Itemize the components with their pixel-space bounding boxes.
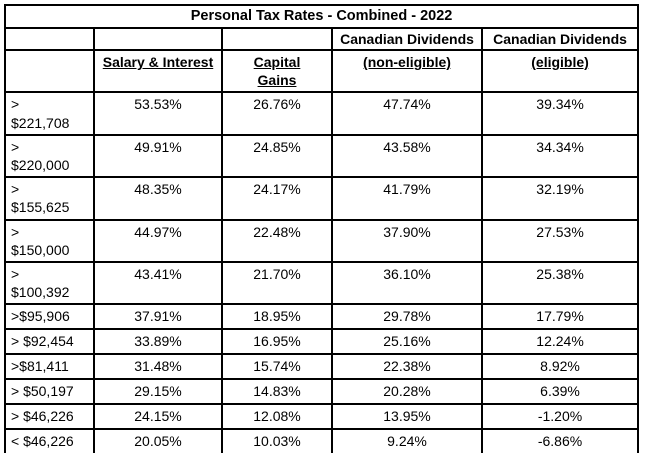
capital-gains-rate: 24.17%: [221, 176, 333, 221]
salary-interest-rate: 29.15%: [93, 378, 223, 406]
dividends-non-eligible-rate: 37.90%: [331, 218, 483, 263]
table-row: > $220,000 49.91% 24.85% 43.58% 34.34%: [4, 133, 640, 179]
table-row: >$81,411 31.48% 15.74% 22.38% 8.92%: [4, 353, 640, 381]
income-bracket: > $221,708: [4, 91, 95, 136]
salary-interest-rate: 37.91%: [93, 303, 223, 331]
table-row: > $50,197 29.15% 14.83% 20.28% 6.39%: [4, 378, 640, 406]
dividends-eligible-rate: 27.53%: [480, 218, 640, 263]
col-group-canadian-dividends-non-eligible: Canadian Dividends: [331, 26, 483, 52]
col-group-canadian-dividends-eligible: Canadian Dividends: [480, 26, 640, 52]
income-bracket: > $155,625: [4, 176, 95, 221]
salary-interest-rate: 44.97%: [93, 218, 223, 263]
dividends-non-eligible-rate: 41.79%: [331, 176, 483, 221]
salary-interest-rate: 53.53%: [93, 91, 223, 136]
income-bracket: > $220,000: [4, 133, 95, 179]
table-row: > $221,708 53.53% 26.76% 47.74% 39.34%: [4, 91, 640, 136]
income-bracket: > $150,000: [4, 218, 95, 263]
empty-cell: [221, 26, 333, 52]
dividends-eligible-rate: 17.79%: [480, 303, 640, 331]
dividends-eligible-rate: 12.24%: [480, 328, 640, 356]
personal-tax-rates-table: Personal Tax Rates - Combined - 2022 Can…: [3, 4, 640, 453]
col-header-non-eligible: (non-eligible): [331, 49, 483, 94]
income-bracket: > $92,454: [4, 328, 95, 356]
dividends-non-eligible-rate: 29.78%: [331, 303, 483, 331]
table-row: > $92,454 33.89% 16.95% 25.16% 12.24%: [4, 328, 640, 356]
dividends-eligible-rate: 32.19%: [480, 176, 640, 221]
dividends-eligible-rate: 6.39%: [480, 378, 640, 406]
dividends-eligible-rate: 25.38%: [480, 260, 640, 306]
dividends-eligible-rate: -1.20%: [480, 403, 640, 431]
salary-interest-rate: 20.05%: [93, 428, 223, 453]
dividends-non-eligible-rate: 36.10%: [331, 260, 483, 306]
title-row: Personal Tax Rates - Combined - 2022: [3, 4, 640, 29]
table-row: >$95,906 37.91% 18.95% 29.78% 17.79%: [4, 303, 640, 331]
capital-gains-rate: 16.95%: [221, 328, 333, 356]
dividends-eligible-rate: 34.34%: [480, 133, 640, 179]
capital-gains-rate: 22.48%: [221, 218, 333, 263]
table-row: > $155,625 48.35% 24.17% 41.79% 32.19%: [4, 176, 640, 221]
table-title: Personal Tax Rates - Combined - 2022: [3, 4, 640, 29]
capital-gains-rate: 14.83%: [221, 378, 333, 406]
income-bracket: > $46,226: [4, 403, 95, 431]
table-row: > $100,392 43.41% 21.70% 36.10% 25.38%: [4, 260, 640, 306]
dividends-eligible-rate: 39.34%: [480, 91, 640, 136]
header-row-group: Canadian Dividends Canadian Dividends: [4, 26, 640, 52]
empty-cell: [93, 26, 223, 52]
salary-interest-rate: 43.41%: [93, 260, 223, 306]
dividends-non-eligible-rate: 43.58%: [331, 133, 483, 179]
capital-gains-rate: 26.76%: [221, 91, 333, 136]
dividends-non-eligible-rate: 20.28%: [331, 378, 483, 406]
income-bracket: >$81,411: [4, 353, 95, 381]
table-row: < $46,226 20.05% 10.03% 9.24% -6.86%: [4, 428, 640, 453]
salary-interest-rate: 31.48%: [93, 353, 223, 381]
salary-interest-rate: 49.91%: [93, 133, 223, 179]
col-header-salary-interest: Salary & Interest: [93, 49, 223, 94]
empty-cell: [4, 49, 95, 94]
capital-gains-rate: 10.03%: [221, 428, 333, 453]
col-header-capital-gains: Capital Gains: [221, 49, 333, 94]
dividends-non-eligible-rate: 25.16%: [331, 328, 483, 356]
capital-gains-rate: 12.08%: [221, 403, 333, 431]
empty-cell: [4, 26, 95, 52]
salary-interest-rate: 33.89%: [93, 328, 223, 356]
income-bracket: > $50,197: [4, 378, 95, 406]
capital-gains-rate: 24.85%: [221, 133, 333, 179]
dividends-non-eligible-rate: 13.95%: [331, 403, 483, 431]
salary-interest-rate: 24.15%: [93, 403, 223, 431]
dividends-non-eligible-rate: 47.74%: [331, 91, 483, 136]
table-row: > $150,000 44.97% 22.48% 37.90% 27.53%: [4, 218, 640, 263]
dividends-non-eligible-rate: 22.38%: [331, 353, 483, 381]
table-row: > $46,226 24.15% 12.08% 13.95% -1.20%: [4, 403, 640, 431]
capital-gains-rate: 18.95%: [221, 303, 333, 331]
header-row-columns: Salary & Interest Capital Gains (non-eli…: [4, 49, 640, 94]
salary-interest-rate: 48.35%: [93, 176, 223, 221]
income-bracket: < $46,226: [4, 428, 95, 453]
dividends-non-eligible-rate: 9.24%: [331, 428, 483, 453]
col-header-eligible: (eligible): [480, 49, 640, 94]
income-bracket: > $100,392: [4, 260, 95, 306]
capital-gains-rate: 15.74%: [221, 353, 333, 381]
dividends-eligible-rate: -6.86%: [480, 428, 640, 453]
income-bracket: >$95,906: [4, 303, 95, 331]
capital-gains-rate: 21.70%: [221, 260, 333, 306]
dividends-eligible-rate: 8.92%: [480, 353, 640, 381]
